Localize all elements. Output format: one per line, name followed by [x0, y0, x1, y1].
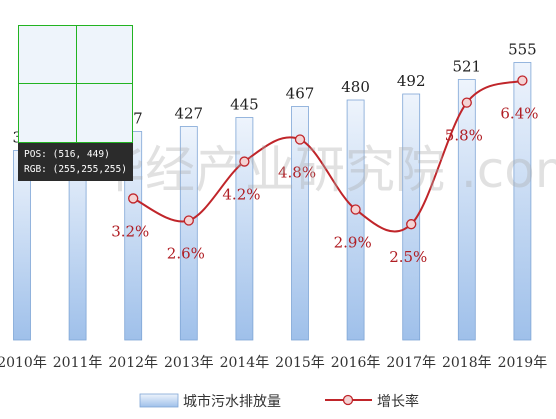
bar-value-label: 467 — [286, 85, 315, 103]
growth-value-label: 6.4% — [500, 105, 538, 123]
bar-2016年 — [346, 99, 365, 341]
bar-series: 3717427445467480492521555 — [12, 41, 537, 341]
legend-line-label: 增长率 — [377, 393, 419, 410]
legend-bar-swatch — [139, 393, 179, 408]
bar-value-label: 555 — [508, 41, 537, 59]
growth-point — [461, 97, 472, 108]
growth-value-label: 3.2% — [111, 222, 149, 240]
bar-2017年 — [402, 93, 421, 341]
legend: 城市污水排放量 增长率 — [139, 393, 419, 410]
x-tick-label: 2011年 — [53, 355, 103, 371]
growth-value-label: 2.6% — [167, 245, 205, 263]
bar-value-label: 521 — [452, 58, 481, 76]
legend-line-marker — [342, 394, 354, 406]
x-axis: 2010年 2011年 2012年 2013年 2014年 2015年 2016年 2017年… — [0, 355, 547, 371]
growth-line-series: 3.2% 2.6% 4.2% 4.8% 2.9% 2.5% 5.8% 6.4% — [111, 75, 539, 266]
growth-point — [128, 193, 139, 204]
growth-value-label: 2.5% — [389, 248, 427, 266]
tooltip-pos: POS: (516, 449) — [24, 149, 110, 160]
bar-2015年 — [291, 106, 309, 341]
x-tick-label: 2016年 — [331, 355, 381, 371]
bar-2013年 — [179, 126, 198, 341]
growth-line — [132, 79, 523, 233]
x-tick-label: 2012年 — [108, 355, 158, 371]
pixel-info-tooltip: POS: (516, 449) RGB: (255,255,255) — [18, 143, 133, 181]
x-tick-label: 2014年 — [220, 355, 270, 371]
growth-point — [350, 204, 361, 215]
x-tick-label: 2017年 — [386, 355, 436, 371]
tooltip-rgb: RGB: (255,255,255) — [24, 164, 127, 175]
growth-point — [406, 219, 417, 230]
x-tick-label: 2010年 — [0, 355, 47, 371]
growth-value-label: 4.8% — [278, 163, 316, 181]
bar-value-label: 492 — [397, 72, 426, 90]
bar-2019年 — [513, 62, 532, 341]
growth-point — [517, 75, 528, 86]
growth-point — [294, 134, 306, 145]
growth-point — [239, 156, 250, 167]
growth-value-label: 5.8% — [445, 127, 483, 145]
x-tick-label: 2018年 — [442, 355, 492, 371]
growth-value-label: 4.2% — [222, 186, 260, 204]
growth-point — [183, 215, 194, 226]
bar-value-label: 427 — [174, 105, 203, 123]
magnifier-crosshair-vertical — [76, 26, 77, 142]
magnifier-box — [18, 25, 133, 143]
bar-value-label: 480 — [341, 78, 370, 96]
growth-value-label: 2.9% — [334, 233, 372, 251]
x-tick-label: 2019年 — [498, 355, 548, 371]
bar-2014年 — [235, 117, 254, 341]
bar-value-label: 445 — [230, 96, 259, 114]
x-tick-label: 2015年 — [275, 355, 325, 371]
x-tick-label: 2013年 — [164, 355, 214, 371]
magnifier-crosshair-horizontal — [19, 83, 132, 84]
bar-2018年 — [457, 79, 476, 341]
legend-bar-label: 城市污水排放量 — [183, 393, 281, 410]
bar-2012年 — [124, 131, 143, 341]
